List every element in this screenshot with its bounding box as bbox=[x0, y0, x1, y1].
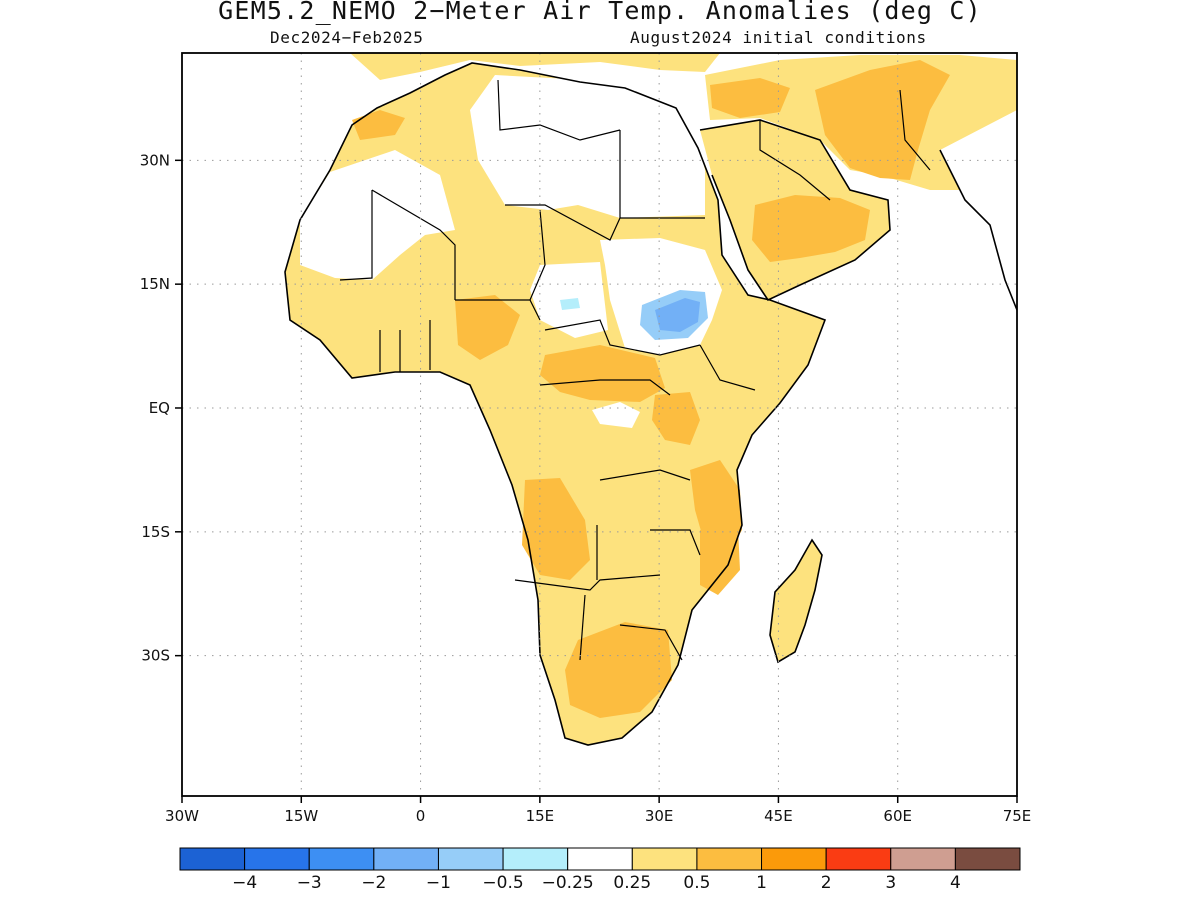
colorbar-label: −0.5 bbox=[482, 873, 523, 893]
cool-anomaly-chad bbox=[560, 298, 580, 310]
colorbar-swatch bbox=[308, 847, 375, 871]
x-tick-label: 75E bbox=[1003, 807, 1032, 825]
colorbar-label: −3 bbox=[297, 873, 322, 893]
colorbar-swatch bbox=[502, 847, 569, 871]
chart-title: GEM5.2_NEMO 2−Meter Air Temp. Anomalies … bbox=[218, 0, 982, 25]
colorbar-swatch bbox=[890, 847, 956, 871]
colorbar-swatch bbox=[954, 847, 1021, 871]
y-axis: 30N 15N EQ 15S 30S bbox=[140, 151, 182, 665]
colorbar-swatch bbox=[437, 847, 504, 871]
coastlines bbox=[284, 62, 1017, 746]
colorbar-swatch bbox=[373, 847, 439, 871]
colorbar-swatch bbox=[179, 847, 246, 871]
x-tick-label: 15W bbox=[284, 807, 318, 825]
map-frame bbox=[181, 52, 1018, 797]
warm-anomaly-south-africa bbox=[565, 622, 672, 718]
colorbar-swatch bbox=[825, 847, 892, 871]
colorbar-swatch bbox=[761, 847, 827, 871]
y-tick-label: 15S bbox=[141, 523, 170, 541]
warm-anomaly-turkey bbox=[710, 78, 790, 118]
warm-anomaly-central-africa bbox=[540, 345, 665, 402]
colorbar-label: 2 bbox=[821, 873, 832, 893]
colorbar-label: −1 bbox=[426, 873, 451, 893]
colorbar-swatch bbox=[567, 847, 633, 871]
colorbar-swatch bbox=[696, 847, 763, 871]
x-axis: 30W 15W 0 15E 30E 45E 60E 75E bbox=[165, 796, 1031, 825]
colorbar-label: 4 bbox=[950, 873, 961, 893]
colorbar-label: 3 bbox=[885, 873, 896, 893]
colorbar-label: 1 bbox=[756, 873, 767, 893]
warm-anomaly-iran bbox=[815, 60, 950, 180]
warm-anomaly-great-lakes bbox=[652, 392, 700, 445]
x-tick-label: 0 bbox=[416, 807, 426, 825]
india-landmass bbox=[940, 110, 1017, 310]
neutral-zone-west-sahara bbox=[300, 150, 455, 280]
colorbar: −4 −3 −2 −1 −0.5 −0.25 0.25 0.5 1 2 3 4 bbox=[179, 847, 1021, 893]
x-tick-label: 15E bbox=[526, 807, 555, 825]
map-plot-area bbox=[182, 53, 1017, 796]
x-tick-label: 30W bbox=[165, 807, 199, 825]
x-tick-label: 60E bbox=[883, 807, 912, 825]
x-tick-label: 45E bbox=[764, 807, 793, 825]
colorbar-swatch bbox=[244, 847, 310, 871]
neutral-zone-levant bbox=[625, 135, 700, 180]
colorbar-label: 0.25 bbox=[613, 873, 651, 893]
y-tick-label: 15N bbox=[140, 275, 170, 293]
warm-anomaly-mozambique bbox=[700, 528, 740, 595]
colorbar-swatch bbox=[631, 847, 698, 871]
colorbar-label: 0.5 bbox=[683, 873, 710, 893]
y-tick-label: EQ bbox=[149, 399, 170, 417]
neutral-zone-sahara bbox=[470, 75, 705, 218]
madagascar-landmass bbox=[770, 540, 822, 662]
forecast-period: Dec2024−Feb2025 bbox=[270, 28, 424, 47]
y-tick-label: 30S bbox=[141, 647, 170, 665]
neutral-zone-congo bbox=[592, 402, 640, 428]
warm-anomaly-maghreb bbox=[352, 110, 405, 140]
europe-landmass bbox=[350, 53, 720, 80]
country-borders bbox=[339, 79, 931, 661]
warm-anomaly-west-africa bbox=[455, 295, 520, 360]
x-tick-label: 30E bbox=[645, 807, 674, 825]
cool-anomaly-south-sudan-core bbox=[655, 298, 700, 332]
colorbar-label: −2 bbox=[361, 873, 386, 893]
initial-conditions: August2024 initial conditions bbox=[630, 28, 927, 47]
colorbar-label: −4 bbox=[232, 873, 257, 893]
warm-anomaly-angola bbox=[522, 478, 590, 580]
warm-anomaly-arabia bbox=[752, 195, 870, 262]
y-tick-label: 30N bbox=[140, 151, 170, 169]
colorbar-label: −0.25 bbox=[542, 873, 594, 893]
